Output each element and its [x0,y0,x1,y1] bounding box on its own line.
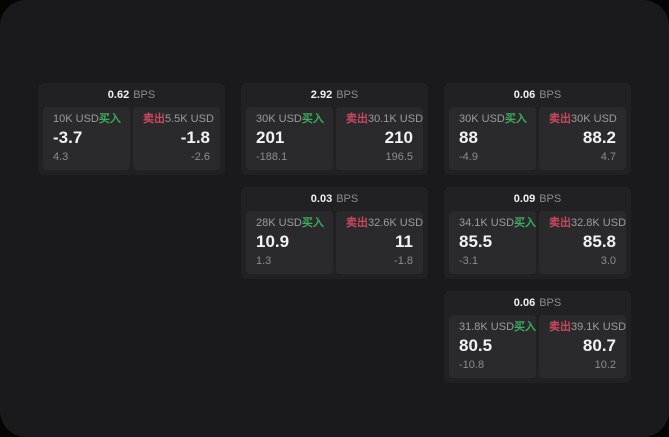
bps-value: 0.06 [513,89,536,101]
buy-amount: 30K USD [256,113,302,125]
sell-value: -1.8 [180,128,210,147]
sell-sub-value: 4.7 [600,151,616,163]
buy-panel[interactable]: 30K USD 买入 201 -188.1 [246,107,333,170]
buy-label: 买入 [301,217,324,229]
sell-sub-value: 10.2 [594,359,616,371]
buy-label: 买入 [514,217,537,229]
sell-label: 卖出 [346,217,368,229]
sell-label: 卖出 [346,113,368,125]
buy-amount: 30K USD [459,113,505,125]
sell-amount: 39.1K USD [571,321,627,333]
bps-value: 0.06 [513,297,536,309]
card-header: 0.62 BPS [43,83,220,107]
buy-panel[interactable]: 10K USD 买入 -3.7 4.3 [43,107,130,170]
sell-sub-value: -2.6 [191,151,210,163]
sell-sub-value: 196.5 [385,151,413,163]
buy-sub-value: 1.3 [256,255,272,267]
buy-amount: 31.8K USD [459,321,515,333]
buy-value: 85.5 [459,232,493,251]
quote-card: 0.06 BPS 30K USD 买入 88 -4.9 卖出 30K USD [444,83,631,175]
sell-sub-value: -1.8 [394,255,413,267]
bps-value: 2.92 [310,89,333,101]
sell-panel[interactable]: 卖出 5.5K USD -1.8 -2.6 [133,107,220,170]
buy-amount: 28K USD [256,217,302,229]
sell-amount: 5.5K USD [165,113,214,125]
sell-value: 210 [384,128,413,147]
quote-card: 0.62 BPS 10K USD 买入 -3.7 4.3 卖出 5.5K USD [38,83,225,175]
card-body: 30K USD 买入 88 -4.9 卖出 30K USD 88.2 4.7 [449,107,626,170]
buy-panel[interactable]: 34.1K USD 买入 85.5 -3.1 [449,211,536,274]
buy-label: 买入 [301,113,324,125]
buy-value: -3.7 [53,128,83,147]
quote-card: 0.09 BPS 34.1K USD 买入 85.5 -3.1 卖出 32.8K… [444,187,631,279]
bps-unit-label: BPS [539,193,562,205]
sell-panel[interactable]: 卖出 32.8K USD 85.8 3.0 [539,211,626,274]
bps-unit-label: BPS [539,89,562,101]
buy-value: 10.9 [256,232,290,251]
card-header: 0.09 BPS [449,187,626,211]
sell-amount: 30.1K USD [368,113,424,125]
buy-sub-value: 4.3 [53,151,69,163]
sell-sub-value: 3.0 [600,255,616,267]
bps-value: 0.03 [310,193,333,205]
sell-label: 卖出 [549,321,571,333]
bps-unit-label: BPS [539,297,562,309]
buy-sub-value: -10.8 [459,359,485,371]
sell-value: 11 [395,232,413,251]
card-body: 30K USD 买入 201 -188.1 卖出 30.1K USD 210 1… [246,107,423,170]
sell-label: 卖出 [549,113,571,125]
buy-value: 88 [459,128,478,147]
buy-sub-value: -4.9 [459,151,478,163]
bps-value: 0.09 [513,193,536,205]
quote-card: 2.92 BPS 30K USD 买入 201 -188.1 卖出 30.1K … [241,83,428,175]
sell-panel[interactable]: 卖出 30.1K USD 210 196.5 [336,107,423,170]
card-header: 0.06 BPS [449,83,626,107]
card-body: 28K USD 买入 10.9 1.3 卖出 32.6K USD 11 -1.8 [246,211,423,274]
buy-label: 买入 [514,321,537,333]
buy-value: 80.5 [459,336,493,355]
sell-panel[interactable]: 卖出 32.6K USD 11 -1.8 [336,211,423,274]
bps-unit-label: BPS [336,89,359,101]
sell-value: 80.7 [582,336,616,355]
quote-card: 0.03 BPS 28K USD 买入 10.9 1.3 卖出 32.6K US… [241,187,428,279]
bps-unit-label: BPS [336,193,359,205]
sell-label: 卖出 [549,217,571,229]
buy-panel[interactable]: 31.8K USD 买入 80.5 -10.8 [449,315,536,378]
buy-label: 买入 [98,113,121,125]
bps-unit-label: BPS [133,89,156,101]
quotes-grid: 0.62 BPS 10K USD 买入 -3.7 4.3 卖出 5.5K USD [38,83,631,383]
buy-value: 201 [256,128,285,147]
buy-label: 买入 [504,113,527,125]
card-header: 0.06 BPS [449,291,626,315]
buy-panel[interactable]: 30K USD 买入 88 -4.9 [449,107,536,170]
sell-amount: 32.6K USD [368,217,424,229]
sell-value: 85.8 [582,232,616,251]
sell-amount: 32.8K USD [571,217,627,229]
card-body: 34.1K USD 买入 85.5 -3.1 卖出 32.8K USD 85.8… [449,211,626,274]
buy-sub-value: -3.1 [459,255,478,267]
buy-panel[interactable]: 28K USD 买入 10.9 1.3 [246,211,333,274]
card-header: 2.92 BPS [246,83,423,107]
sell-panel[interactable]: 卖出 39.1K USD 80.7 10.2 [539,315,626,378]
buy-amount: 34.1K USD [459,217,515,229]
buy-amount: 10K USD [53,113,99,125]
bps-value: 0.62 [107,89,130,101]
card-body: 10K USD 买入 -3.7 4.3 卖出 5.5K USD -1.8 -2.… [43,107,220,170]
card-header: 0.03 BPS [246,187,423,211]
sell-value: 88.2 [582,128,616,147]
sell-panel[interactable]: 卖出 30K USD 88.2 4.7 [539,107,626,170]
sell-label: 卖出 [143,113,165,125]
sell-amount: 30K USD [571,113,617,125]
buy-sub-value: -188.1 [256,151,288,163]
quote-card: 0.06 BPS 31.8K USD 买入 80.5 -10.8 卖出 39.1… [444,291,631,383]
card-body: 31.8K USD 买入 80.5 -10.8 卖出 39.1K USD 80.… [449,315,626,378]
